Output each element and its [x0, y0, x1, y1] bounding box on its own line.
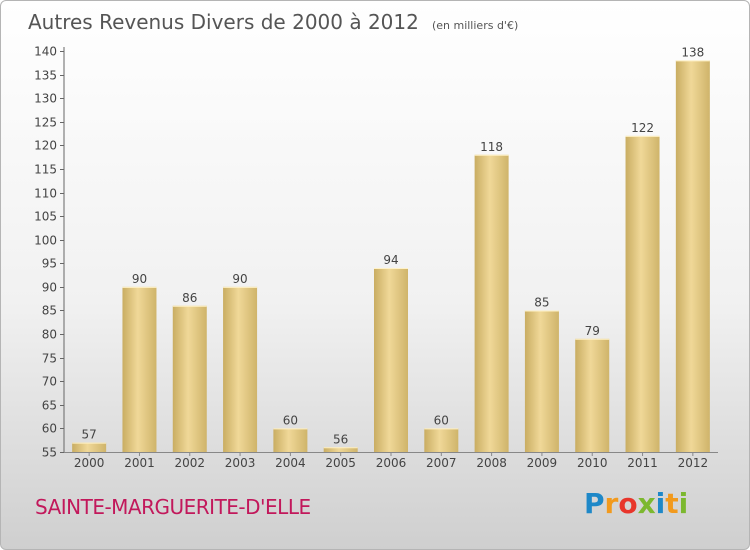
y-tick-label: 80 [42, 328, 57, 342]
logo-letter: o [618, 487, 638, 520]
data-label: 118 [480, 140, 503, 154]
y-tick-label: 75 [42, 352, 57, 366]
data-label: 90 [132, 272, 147, 286]
y-tick-label: 115 [34, 163, 57, 177]
bar [72, 442, 107, 452]
data-label: 85 [534, 295, 549, 309]
data-label: 86 [182, 291, 197, 305]
y-tick-label: 55 [42, 446, 57, 460]
y-tick-label: 135 [34, 69, 57, 83]
chart-subtitle: (en milliers d'€) [431, 19, 519, 32]
bar [675, 60, 710, 452]
bar [474, 154, 509, 452]
y-tick-label: 60 [42, 422, 57, 436]
place-name: SAINTE-MARGUERITE-D'ELLE [35, 495, 311, 519]
x-tick-label: 2005 [325, 456, 356, 470]
y-tick-label: 105 [34, 210, 57, 224]
x-tick-label: 2001 [124, 456, 155, 470]
x-tick-label: 2008 [476, 456, 507, 470]
data-label: 94 [383, 253, 398, 267]
x-tick-label: 2000 [74, 456, 105, 470]
y-tick-label: 65 [42, 399, 57, 413]
data-label: 57 [82, 428, 97, 442]
chart-title: Autres Revenus Divers de 2000 à 2012 [28, 10, 419, 34]
axes-group: 55 60 65 70 75 80 85 90 95 100 105 110 115 120 125 130 1… [34, 45, 718, 460]
data-label: 79 [585, 324, 600, 338]
y-tick-label: 110 [34, 187, 57, 201]
bar [625, 135, 660, 452]
bar [374, 268, 408, 452]
x-tick-label: 2011 [627, 456, 658, 470]
bar [122, 286, 157, 452]
y-tick-label: 70 [42, 375, 57, 389]
y-tick-label: 90 [42, 281, 57, 295]
bar [323, 447, 358, 452]
data-label: 60 [283, 413, 298, 427]
y-tick-label: 140 [34, 45, 57, 59]
chart-title-block: Autres Revenus Divers de 2000 à 2012 (en… [28, 10, 518, 34]
x-tick-label: 2010 [577, 456, 608, 470]
bar [575, 338, 610, 452]
logo-letter: P [584, 487, 605, 520]
bar [273, 428, 308, 452]
x-tick-label: 2009 [527, 456, 558, 470]
proxiti-logo: Proxiti [584, 487, 688, 520]
bars-group [72, 60, 710, 452]
x-tick-label: 2006 [376, 456, 407, 470]
data-label: 90 [232, 272, 247, 286]
y-tick-label: 120 [34, 139, 57, 153]
y-tick-label: 95 [42, 257, 57, 271]
x-tick-label: 2004 [275, 456, 306, 470]
x-tick-label: 2007 [426, 456, 457, 470]
bar [524, 310, 559, 452]
bar [223, 286, 258, 452]
x-tick-label: 2003 [225, 456, 256, 470]
bar [424, 428, 459, 452]
y-tick-label: 125 [34, 116, 57, 130]
data-label: 138 [681, 45, 704, 59]
y-tick-label: 85 [42, 304, 57, 318]
y-tick-label: 100 [34, 234, 57, 248]
x-tick-label: 2012 [678, 456, 709, 470]
data-label: 60 [434, 413, 449, 427]
x-tick-label: 2002 [174, 456, 205, 470]
bar [172, 305, 207, 452]
logo-letter: x [637, 487, 656, 520]
logo-letter: r [604, 487, 619, 520]
data-label: 56 [333, 432, 348, 446]
labels-group: 2000 57 2001 90 2002 86 2003 90 2004 60 2005 56 2006… [74, 45, 708, 470]
logo-letter: i [655, 487, 666, 520]
logo-letter: i [678, 487, 689, 520]
logo-letter: t [665, 487, 679, 520]
data-label: 122 [631, 121, 654, 135]
y-tick-label: 130 [34, 92, 57, 106]
